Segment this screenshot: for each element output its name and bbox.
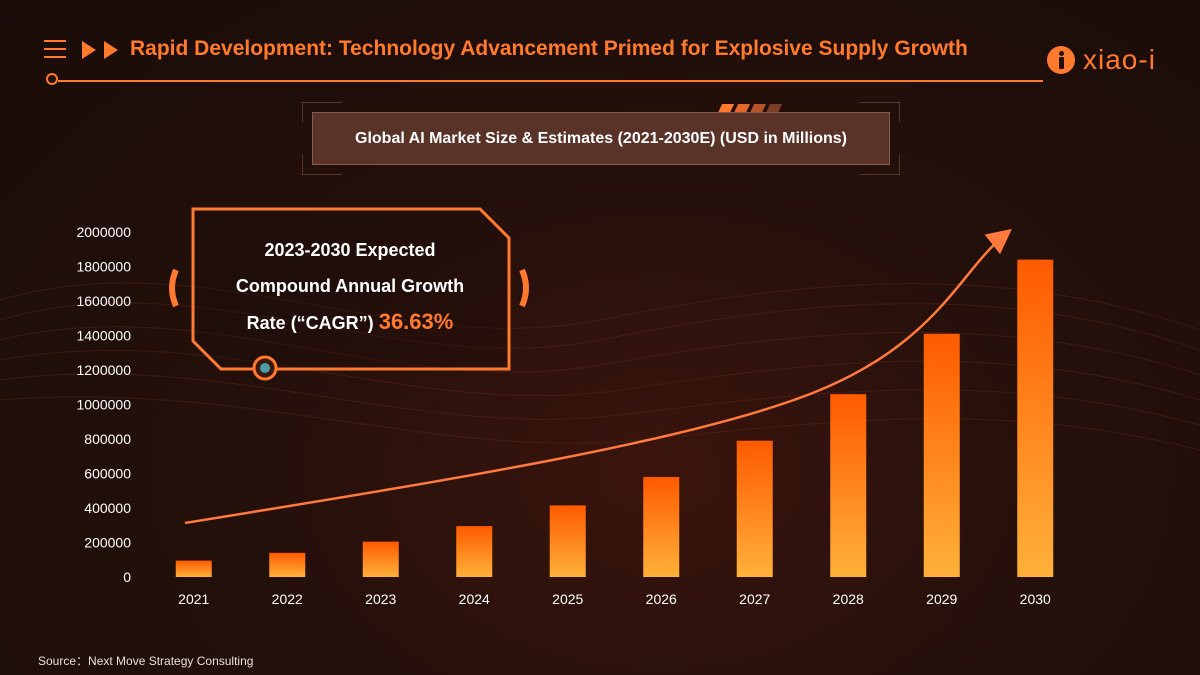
- header-divider-dot: [46, 73, 58, 85]
- source-note: Source：Next Move Strategy Consulting: [38, 654, 254, 668]
- bar-2029: [923, 333, 960, 577]
- bar-2028: [830, 394, 867, 577]
- x-tick-label: 2021: [178, 591, 209, 607]
- bar-2025: [549, 505, 586, 577]
- x-tick-label: 2027: [739, 591, 770, 607]
- cagr-line-1: 2023-2030 Expected: [264, 240, 436, 260]
- play-icon: [104, 41, 118, 59]
- bar-2024: [456, 526, 493, 577]
- logo: xiao-i: [1047, 44, 1156, 76]
- bar-2021: [175, 560, 212, 577]
- logo-text: xiao-i: [1083, 44, 1156, 75]
- x-tick-label: 2030: [1020, 591, 1051, 607]
- cagr-line-3: Rate (“CAGR”): [246, 313, 374, 333]
- chart-title: Global AI Market Size & Estimates (2021-…: [355, 129, 847, 147]
- cagr-callout: 2023-2030 Expected Compound Annual Growt…: [200, 232, 500, 341]
- y-tick-label: 1200000: [76, 362, 131, 378]
- x-tick-label: 2023: [365, 591, 396, 607]
- x-tick-label: 2028: [833, 591, 864, 607]
- cagr-value: 36.63%: [378, 309, 454, 334]
- bar-2023: [362, 541, 399, 577]
- y-tick-label: 2000000: [76, 224, 131, 240]
- bar-2022: [269, 552, 306, 577]
- y-tick-label: 0: [123, 569, 131, 585]
- y-tick-label: 200000: [84, 535, 131, 551]
- bar-2027: [736, 440, 773, 577]
- x-tick-label: 2025: [552, 591, 583, 607]
- chart-title-box: Global AI Market Size & Estimates (2021-…: [312, 112, 890, 165]
- growth-trend-arrow: [184, 228, 1012, 525]
- x-tick-label: 2022: [272, 591, 303, 607]
- page-title: Rapid Development: Technology Advancemen…: [130, 37, 968, 60]
- y-tick-label: 1000000: [76, 397, 131, 413]
- menu-icon[interactable]: [44, 40, 66, 58]
- y-tick-label: 1400000: [76, 328, 131, 344]
- play-icon: [82, 41, 96, 59]
- bar-2030: [1017, 259, 1054, 577]
- y-tick-label: 1600000: [76, 293, 131, 309]
- header-divider: [58, 80, 1043, 82]
- x-tick-label: 2029: [926, 591, 957, 607]
- x-tick-label: 2024: [459, 591, 490, 607]
- logo-i-icon: [1047, 46, 1075, 74]
- y-tick-label: 400000: [84, 500, 131, 516]
- y-tick-label: 1800000: [76, 259, 131, 275]
- y-tick-label: 800000: [84, 431, 131, 447]
- y-tick-label: 600000: [84, 466, 131, 482]
- x-tick-label: 2026: [646, 591, 677, 607]
- bar-2026: [643, 476, 680, 577]
- cagr-line-2: Compound Annual Growth: [235, 276, 465, 296]
